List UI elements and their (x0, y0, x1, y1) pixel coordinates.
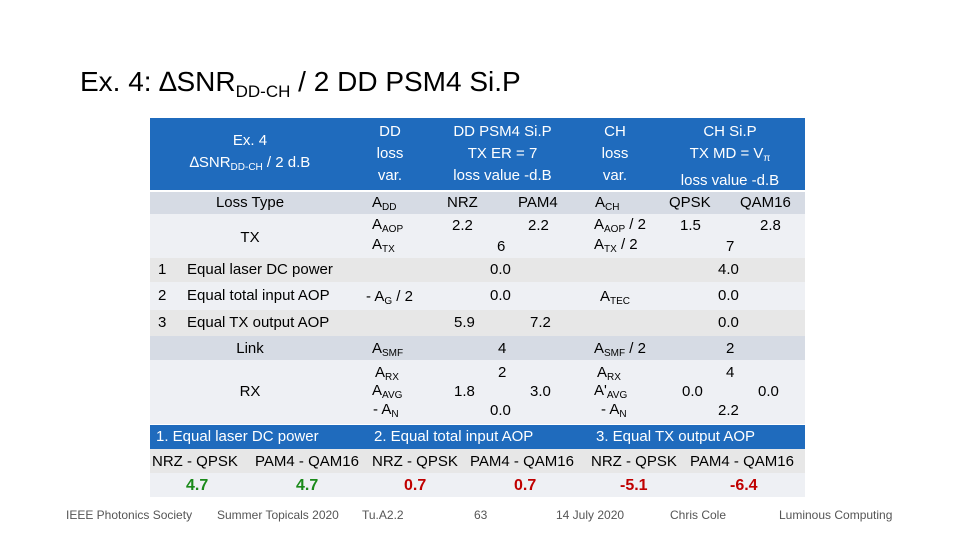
link-dd-value: 4 (498, 340, 507, 357)
rx-ch-an-value: 2.2 (718, 402, 739, 419)
row-3-ch-value: 0.0 (718, 314, 739, 331)
header-col2: DD PSM4 Si.P TX ER = 7 loss value -d.B (453, 123, 552, 184)
mod-3: NRZ - QPSK (372, 453, 458, 470)
mod-2: PAM4 - QAM16 (255, 453, 359, 470)
result-3: 0.7 (404, 477, 427, 494)
row-2-label: Equal total input AOP (187, 287, 330, 304)
tx-row (150, 214, 805, 258)
header-col0: Ex. 4 ∆SNRDD-CH / 2 d.B (189, 132, 311, 173)
result-4: 0.7 (514, 477, 537, 494)
footer-page-number: 63 (474, 508, 488, 522)
nrz-label: NRZ (447, 194, 478, 211)
tx-dd-atx: ATX (372, 236, 395, 255)
rx-ch-aavg: A'AVG (594, 382, 628, 401)
rx-ch-arx-value: 4 (726, 364, 735, 381)
result-2: 4.7 (296, 477, 319, 494)
dd-var-label: ADD (372, 194, 397, 213)
qam16-label: QAM16 (740, 194, 791, 211)
rx-dd-an-value: 0.0 (490, 402, 511, 419)
tx-nrz-value: 2.2 (452, 217, 473, 234)
row-1-num: 1 (158, 261, 167, 278)
rx-dd-arx-value: 2 (498, 364, 507, 381)
rx-dd-an: - AN (373, 401, 399, 420)
rx-dd-arx: ARX (375, 364, 399, 383)
link-label: Link (236, 340, 264, 357)
footer-author: Chris Cole (670, 508, 727, 522)
rx-ch-qam16: 0.0 (758, 383, 779, 400)
tx-pam4-value: 2.2 (528, 217, 549, 234)
link-row (150, 336, 805, 360)
result-5: -5.1 (620, 477, 648, 494)
rx-dd-aavg: AAVG (372, 382, 403, 401)
rx-ch-an: - AN (601, 401, 627, 420)
link-ch-var: ASMF / 2 (594, 340, 646, 359)
row-3 (150, 310, 805, 336)
mods-row (150, 449, 805, 473)
footer-date: 14 July 2020 (556, 508, 625, 522)
tx-qpsk-value: 1.5 (680, 217, 701, 234)
result-1: 4.7 (186, 477, 209, 494)
qpsk-label: QPSK (669, 194, 711, 211)
ch-var-label: ACH (595, 194, 620, 213)
tx-dd-aop: AAOP (372, 216, 404, 235)
cases-row (150, 425, 805, 449)
case-2: 2. Equal total input AOP (374, 428, 534, 445)
tx-dd-mid-value: 6 (497, 238, 506, 255)
tx-ch-aop: AAOP / 2 (594, 216, 646, 235)
tx-qam16-value: 2.8 (760, 217, 781, 234)
loss-type-label: Loss Type (215, 194, 285, 211)
loss-type-row (150, 192, 805, 214)
row-2-ch-value: 0.0 (718, 287, 739, 304)
link-dd-var: ASMF (372, 340, 404, 359)
rx-label: RX (239, 383, 261, 400)
mod-4: PAM4 - QAM16 (470, 453, 574, 470)
case-1: 1. Equal laser DC power (156, 428, 319, 445)
header-col3: CH loss var. (601, 123, 629, 184)
row-1 (150, 258, 805, 282)
tx-label: TX (240, 229, 260, 246)
footer-event: Summer Topicals 2020 (217, 508, 339, 522)
footer-society: IEEE Photonics Society (66, 508, 193, 522)
row-3-dd-pam4: 7.2 (530, 314, 551, 331)
pam4-label: PAM4 (518, 194, 558, 211)
row-3-label: Equal TX output AOP (187, 314, 330, 331)
mod-6: PAM4 - QAM16 (690, 453, 794, 470)
rx-ch-arx: ARX (597, 364, 621, 383)
case-3: 3. Equal TX output AOP (596, 428, 755, 445)
header-col1: DD loss var. (376, 123, 404, 184)
rx-dd-pam4: 3.0 (530, 383, 551, 400)
row-2-dd-value: 0.0 (490, 287, 511, 304)
rx-dd-nrz: 1.8 (454, 383, 475, 400)
row-2-ch-var: ATEC (600, 288, 631, 307)
table-header (150, 118, 805, 190)
mod-1: NRZ - QPSK (152, 453, 238, 470)
row-3-dd-nrz: 5.9 (454, 314, 475, 331)
rx-ch-qpsk: 0.0 (682, 383, 703, 400)
row-1-ch-value: 4.0 (718, 261, 739, 278)
slide-title: Ex. 4: ∆SNRDD-CH / 2 DD PSM4 Si.P (80, 66, 521, 101)
results-row (150, 473, 805, 497)
footer-session: Tu.A2.2 (362, 508, 404, 522)
row-1-dd-value: 0.0 (490, 261, 511, 278)
header-col4: CH Si.P TX MD = Vπ loss value -d.B (680, 123, 780, 189)
tx-ch-atx: ATX / 2 (594, 236, 638, 255)
row-1-label: Equal laser DC power (187, 261, 333, 278)
mod-5: NRZ - QPSK (591, 453, 677, 470)
rx-row (150, 360, 805, 424)
row-2-dd-var: - AG / 2 (366, 288, 413, 307)
link-ch-value: 2 (726, 340, 735, 357)
result-6: -6.4 (730, 477, 758, 494)
footer-company: Luminous Computing (779, 508, 893, 522)
tx-ch-mid-value: 7 (726, 238, 735, 255)
row-3-num: 3 (158, 314, 167, 331)
row-2-num: 2 (158, 287, 167, 304)
row-2 (150, 282, 805, 310)
